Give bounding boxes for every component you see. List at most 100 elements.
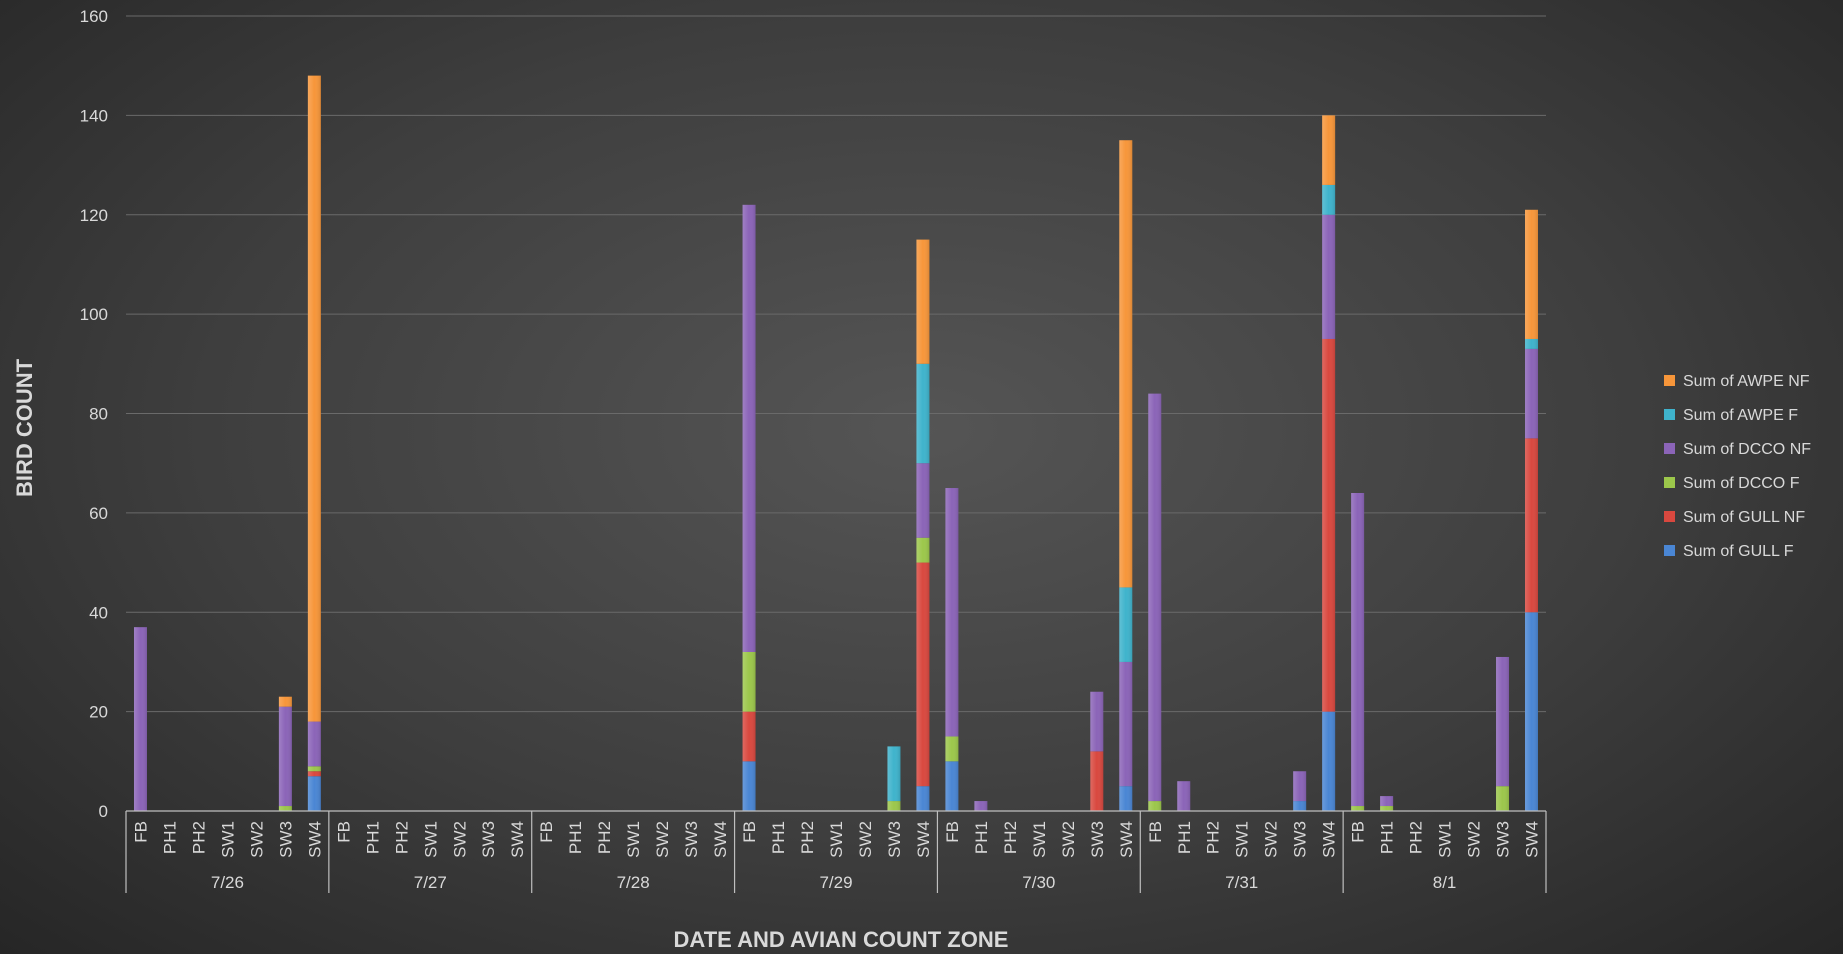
x-zone-label: FB [943, 821, 962, 843]
x-date-label: 7/31 [1225, 873, 1258, 892]
y-tick-label: 0 [99, 802, 108, 821]
bar-shading [916, 562, 930, 787]
x-zone-label: SW1 [1030, 821, 1049, 858]
gridlines [126, 15, 1546, 713]
bar-shading [945, 761, 959, 811]
x-zone-label: SW2 [247, 821, 266, 858]
y-tick-label: 20 [89, 703, 108, 722]
x-zone-label: PH2 [595, 821, 614, 854]
x-zone-label: SW4 [305, 821, 324, 858]
bar-shading [278, 696, 292, 707]
bar-shading [916, 537, 930, 563]
bar-shading [916, 239, 930, 364]
x-date-label: 8/1 [1433, 873, 1457, 892]
x-axis: FB PH1 PH2 SW1 SW2 SW3 SW4 7/26 FB PH1 PH2 SW1 SW2 SW… [125, 810, 1547, 893]
x-zone-label: PH1 [1175, 821, 1194, 854]
x-zone-label: SW2 [856, 821, 875, 858]
x-zone-label: SW3 [479, 821, 498, 858]
bar-shading [887, 801, 901, 811]
x-zone-label: PH2 [189, 821, 208, 854]
x-zone-label: SW2 [450, 821, 469, 858]
x-zone-label: SW1 [827, 821, 846, 858]
y-axis-title: BIRD COUNT [12, 358, 37, 497]
bar-shading [742, 652, 756, 712]
bar-shading [1293, 801, 1307, 811]
bar-shading [307, 771, 321, 777]
bar-shading [1351, 493, 1365, 807]
bar-shading [1119, 661, 1133, 787]
x-date-label: 7/28 [617, 873, 650, 892]
x-zone-label: SW1 [421, 821, 440, 858]
bars [133, 75, 1539, 811]
x-zone-label: SW1 [218, 821, 237, 858]
legend-swatch [1664, 375, 1675, 386]
x-zone-label: PH2 [1407, 821, 1426, 854]
bar-shading [307, 776, 321, 811]
bar-shading [307, 721, 321, 767]
x-zone-label: SW2 [653, 821, 672, 858]
x-zone-label: FB [131, 821, 150, 843]
x-date-label: 7/30 [1022, 873, 1055, 892]
x-zone-label: SW1 [624, 821, 643, 858]
bar-shading [1525, 348, 1539, 439]
legend-swatch [1664, 545, 1675, 556]
y-tick-label: 160 [80, 7, 108, 26]
bar-shading [916, 363, 930, 464]
y-tick-label: 120 [80, 206, 108, 225]
legend: Sum of AWPE NF Sum of AWPE F Sum of DCCO N… [1664, 373, 1811, 560]
bar-shading [945, 736, 959, 762]
bar-shading [1322, 711, 1336, 811]
x-zone-label: PH1 [1378, 821, 1397, 854]
bar-shading [887, 746, 901, 802]
bar-shading [1380, 796, 1394, 807]
bar-shading [945, 488, 959, 737]
y-tick-label: 100 [80, 305, 108, 324]
bar-shading [974, 801, 988, 811]
x-zone-label: SW1 [1436, 821, 1455, 858]
bar-shading [742, 204, 756, 652]
legend-swatch [1664, 409, 1675, 420]
bar-shading [742, 711, 756, 762]
x-zone-label: SW4 [508, 821, 527, 858]
x-zone-label: SW3 [1494, 821, 1513, 858]
x-zone-label: SW3 [885, 821, 904, 858]
legend-swatch [1664, 443, 1675, 454]
legend-swatch [1664, 511, 1675, 522]
x-zone-label: PH1 [566, 821, 585, 854]
bar-shading [1293, 771, 1307, 802]
bar-shading [133, 627, 147, 811]
x-zone-label: SW1 [1233, 821, 1252, 858]
bar-shading [1090, 691, 1104, 752]
x-zone-label: SW3 [1088, 821, 1107, 858]
x-zone-label: PH2 [798, 821, 817, 854]
bar-shading [1525, 612, 1539, 811]
x-zone-label: SW4 [711, 821, 730, 858]
bar-shading [742, 761, 756, 811]
legend-label: Sum of GULL F [1683, 543, 1794, 560]
bar-shading [278, 806, 292, 811]
y-tick-label: 40 [89, 603, 108, 622]
bar-shading [1322, 214, 1336, 339]
bar-shading [1177, 781, 1191, 811]
legend-label: Sum of AWPE NF [1683, 373, 1810, 390]
legend-label: Sum of DCCO NF [1683, 441, 1811, 458]
x-zone-label: SW2 [1262, 821, 1281, 858]
x-zone-label: PH1 [769, 821, 788, 854]
bar-shading [278, 706, 292, 807]
legend-label: Sum of GULL NF [1683, 509, 1805, 526]
y-tick-label: 80 [89, 405, 108, 424]
x-date-label: 7/27 [414, 873, 447, 892]
x-zone-label: SW4 [1320, 821, 1339, 858]
y-axis: 0 20 40 60 80 100 120 140 160 [80, 7, 108, 821]
bar-shading [1351, 806, 1365, 811]
bar-shading [1119, 140, 1133, 588]
bar-shading [1525, 338, 1539, 349]
x-zone-label: FB [1349, 821, 1368, 843]
y-tick-label: 60 [89, 504, 108, 523]
bar-shading [1322, 184, 1336, 215]
x-zone-label: SW4 [914, 821, 933, 858]
bar-shading [916, 463, 930, 538]
bar-shading [307, 766, 321, 772]
bar-shading [1148, 393, 1162, 802]
